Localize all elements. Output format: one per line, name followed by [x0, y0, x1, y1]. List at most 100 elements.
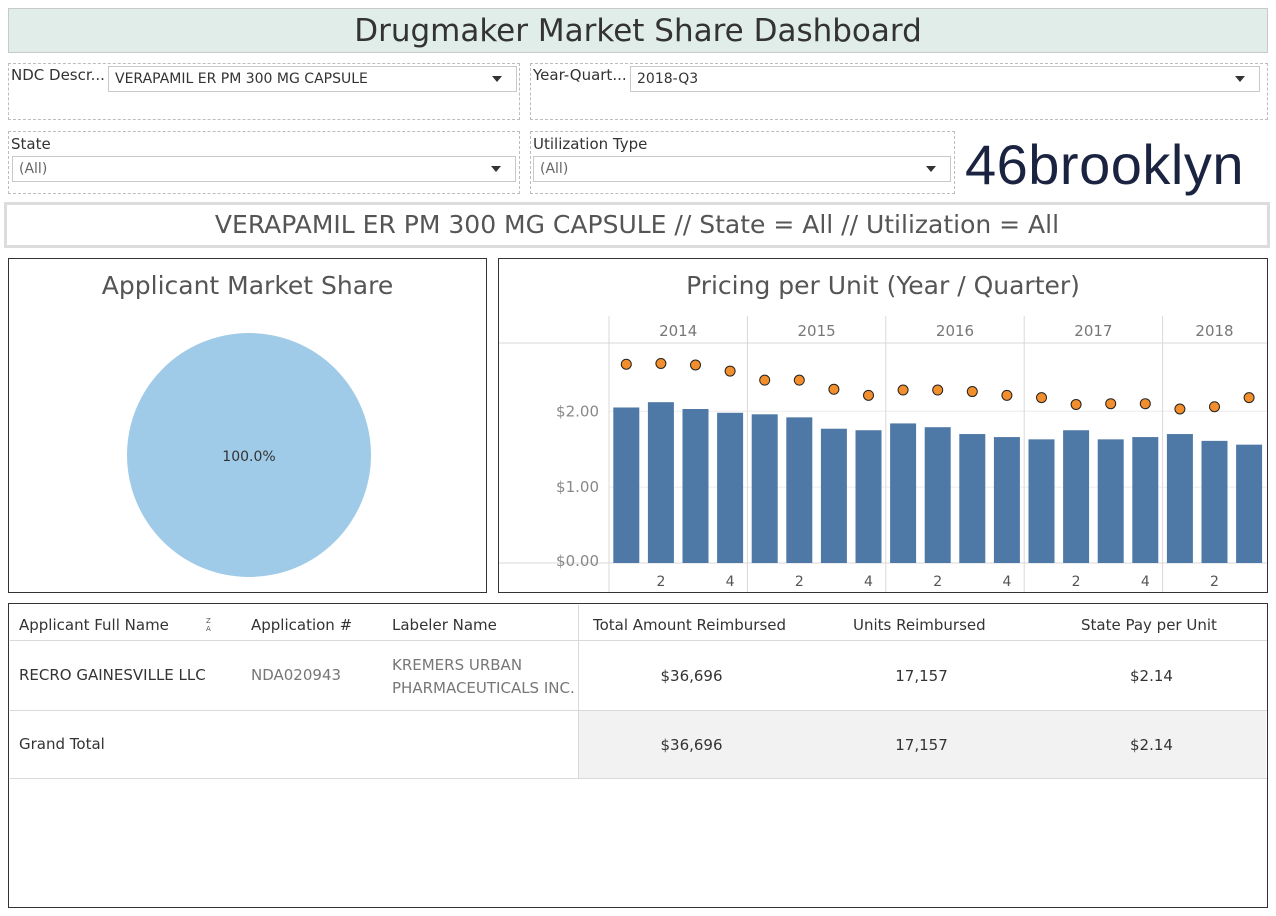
price-bar[interactable] [1097, 439, 1124, 563]
price-bar[interactable] [647, 402, 674, 563]
y-tick-label: $1.00 [556, 478, 599, 496]
col-header-units[interactable]: Units Reimbursed [853, 616, 986, 634]
state-select[interactable]: (All) [12, 156, 516, 182]
dashboard-title: Drugmaker Market Share Dashboard [8, 8, 1268, 53]
price-bar[interactable] [924, 427, 951, 563]
price-bar[interactable] [820, 428, 847, 563]
price-bar[interactable] [1166, 434, 1193, 563]
brand-logo: 46brooklyn [965, 132, 1265, 196]
svg-text:Z: Z [206, 617, 211, 625]
price-point[interactable] [1243, 392, 1255, 404]
column-divider [578, 605, 579, 778]
price-point[interactable] [828, 383, 840, 395]
state-filter-label: State [11, 135, 51, 153]
col-header-application[interactable]: Application # [251, 616, 353, 634]
state-select-value: (All) [19, 161, 48, 177]
year-header-label: 2015 [798, 322, 836, 340]
utilization-filter: Utilization Type (All) [530, 131, 955, 194]
price-bar[interactable] [1063, 430, 1090, 563]
quarter-tick-label: 2 [1072, 574, 1081, 590]
chevron-down-icon [926, 166, 936, 172]
price-bar[interactable] [1132, 437, 1159, 563]
price-bar[interactable] [717, 412, 744, 563]
price-bar[interactable] [1236, 444, 1263, 563]
pie-slice-label: 100.0% [222, 449, 275, 465]
col-header-applicant[interactable]: Applicant Full Name [19, 616, 169, 634]
logo-text: 46brooklyn [965, 133, 1244, 196]
grand-total-units: 17,157 [895, 736, 948, 754]
ndc-select-value: VERAPAMIL ER PM 300 MG CAPSULE [115, 71, 368, 87]
sort-icon[interactable]: Z A [205, 616, 217, 632]
price-point[interactable] [1209, 401, 1220, 413]
grand-total-label: Grand Total [19, 735, 105, 753]
grand-total-per-unit: $2.14 [1130, 736, 1173, 754]
price-point[interactable] [1139, 398, 1151, 410]
chevron-down-icon [491, 166, 501, 172]
ndc-filter-label: NDC Descr... [11, 66, 105, 84]
applicant-table: Applicant Full Name Z A Application # La… [8, 603, 1268, 908]
y-tick-label: $2.00 [556, 402, 599, 420]
year-header-label: 2014 [659, 322, 697, 340]
price-point[interactable] [793, 374, 805, 386]
utilization-filter-label: Utilization Type [533, 135, 648, 153]
cell-total: $36,696 [660, 667, 723, 685]
row-divider [10, 710, 1267, 711]
cell-labeler-line2: PHARMACEUTICALS INC. [392, 679, 575, 697]
table-bottom-divider [10, 778, 1267, 779]
cell-units: 17,157 [895, 667, 948, 685]
year-header-label: 2016 [936, 322, 974, 340]
quarter-tick-label: 2 [795, 574, 804, 590]
price-point[interactable] [690, 359, 701, 371]
ndc-filter: NDC Descr... VERAPAMIL ER PM 300 MG CAPS… [8, 63, 520, 120]
price-point[interactable] [897, 384, 909, 396]
quarter-tick-label: 4 [864, 574, 873, 590]
col-header-per-unit[interactable]: State Pay per Unit [1081, 616, 1217, 634]
year-quarter-filter-label: Year-Quart... [533, 66, 627, 84]
col-header-total[interactable]: Total Amount Reimbursed [593, 616, 787, 634]
year-quarter-select[interactable]: 2018-Q3 [630, 66, 1260, 92]
ndc-select[interactable]: VERAPAMIL ER PM 300 MG CAPSULE [108, 66, 517, 92]
price-point[interactable] [724, 365, 736, 377]
market-share-panel: Applicant Market Share 100.0% [8, 258, 487, 593]
market-share-title: Applicant Market Share [101, 271, 394, 300]
market-share-pie-chart: 100.0% [127, 333, 371, 577]
price-point[interactable] [1036, 392, 1047, 404]
price-bar[interactable] [786, 417, 813, 563]
price-point[interactable] [966, 386, 978, 398]
price-point[interactable] [759, 374, 771, 386]
cell-applicant: RECRO GAINESVILLE LLC [19, 666, 206, 684]
chevron-down-icon [492, 76, 502, 82]
price-bar[interactable] [890, 423, 917, 563]
quarter-tick-label: 2 [656, 574, 665, 590]
price-bar[interactable] [959, 434, 986, 563]
cell-labeler-line1: KREMERS URBAN [392, 656, 523, 674]
pie-slice[interactable] [127, 333, 371, 577]
price-bar[interactable] [855, 430, 882, 563]
price-bar[interactable] [751, 414, 778, 563]
utilization-select[interactable]: (All) [533, 156, 951, 182]
price-bar[interactable] [993, 437, 1020, 563]
chevron-down-icon [1235, 76, 1245, 82]
quarter-tick-label: 4 [726, 574, 735, 590]
year-quarter-filter: Year-Quart... 2018-Q3 [530, 63, 1268, 120]
quarter-tick-label: 4 [1002, 574, 1011, 590]
price-bar[interactable] [1028, 439, 1055, 563]
price-point[interactable] [1001, 389, 1013, 401]
price-bar[interactable] [613, 407, 640, 563]
price-point[interactable] [863, 389, 874, 401]
year-header-label: 2017 [1074, 322, 1112, 340]
price-point[interactable] [1105, 398, 1117, 410]
price-bar[interactable] [682, 409, 709, 563]
price-point[interactable] [620, 358, 632, 370]
price-bar[interactable] [1201, 440, 1228, 563]
price-point[interactable] [1070, 398, 1082, 410]
cell-per-unit: $2.14 [1130, 667, 1173, 685]
price-point[interactable] [655, 357, 667, 369]
price-point[interactable] [1174, 403, 1186, 415]
grand-total-shading [579, 711, 1266, 778]
pricing-panel: Pricing per Unit (Year / Quarter) $0.00 $… [498, 258, 1268, 593]
price-point[interactable] [932, 384, 944, 396]
year-quarter-select-value: 2018-Q3 [637, 71, 699, 87]
col-header-labeler[interactable]: Labeler Name [392, 616, 497, 634]
pricing-title: Pricing per Unit (Year / Quarter) [686, 271, 1080, 300]
